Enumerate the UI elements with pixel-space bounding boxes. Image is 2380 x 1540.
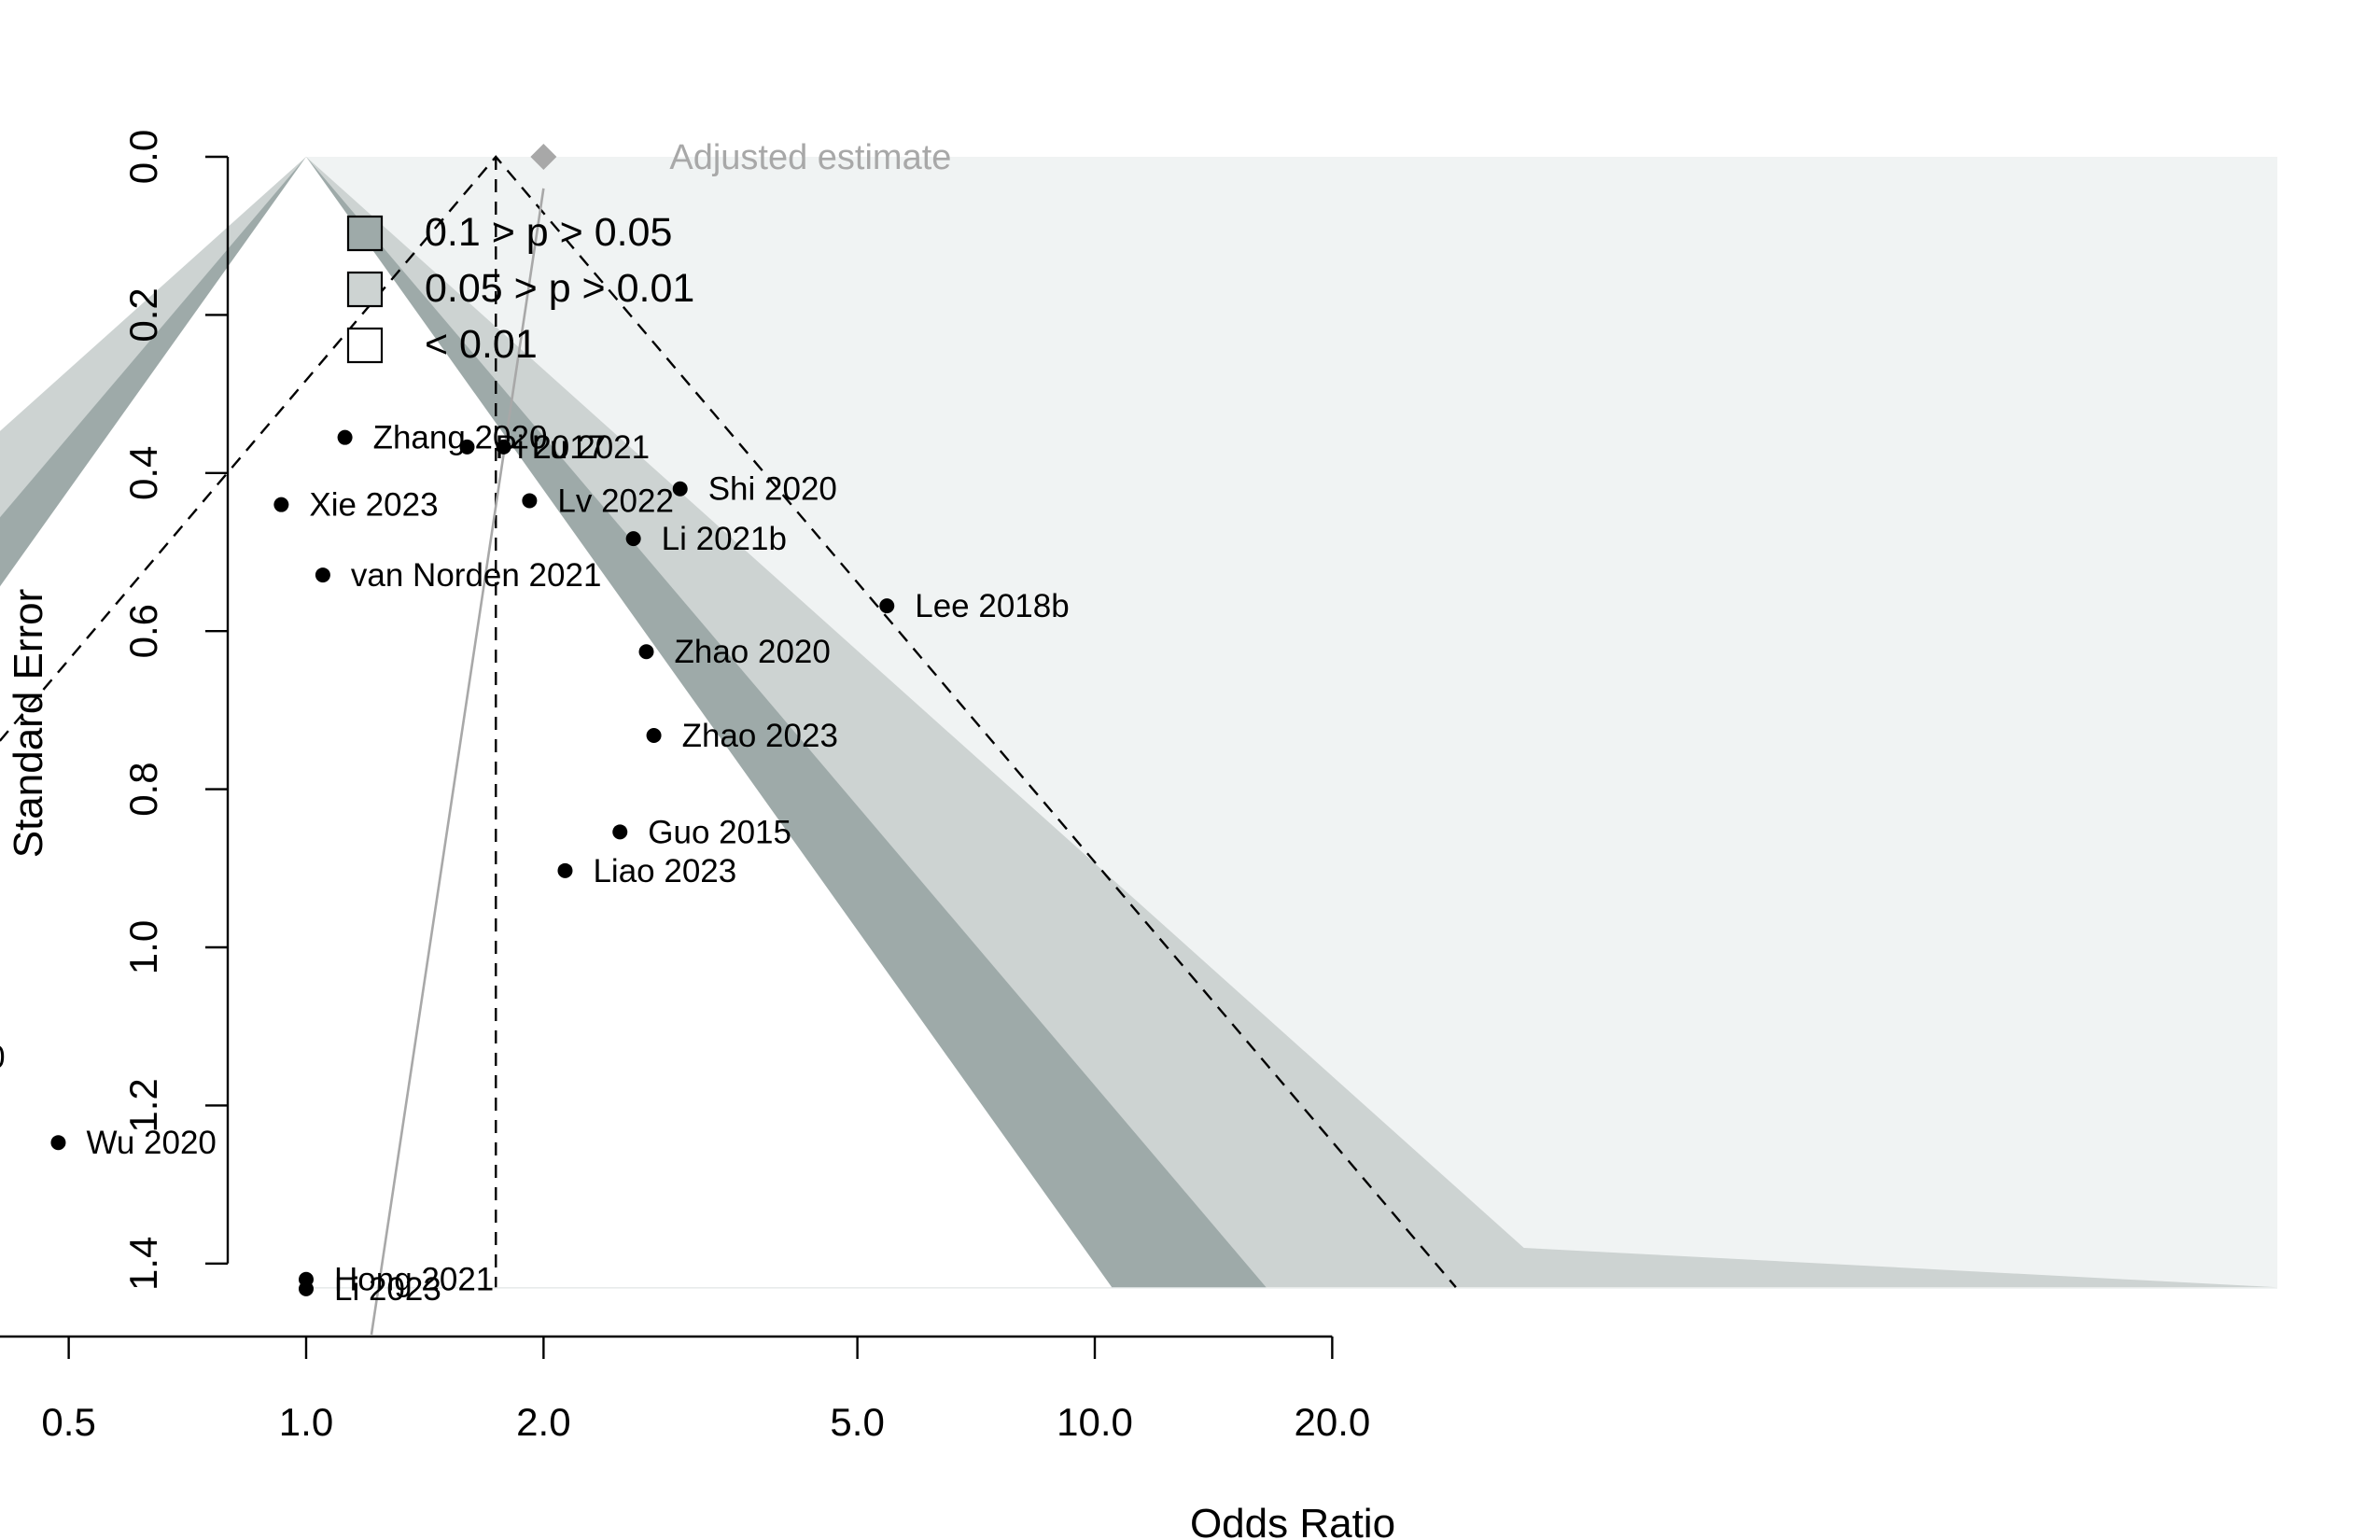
x-tick-label: 10.0 (1057, 1400, 1133, 1444)
adjusted-estimate-diamond (530, 144, 557, 170)
study-point (522, 493, 538, 509)
study-label: Lee 2018b (915, 588, 1069, 624)
study-point (638, 644, 654, 660)
x-tick-label: 1.0 (279, 1400, 333, 1444)
study-label: Zhao 2023 (682, 718, 838, 754)
x-tick-label: 2.0 (516, 1400, 570, 1444)
y-tick-label: 0.6 (121, 604, 165, 658)
contour-regions (0, 157, 2277, 1289)
study-point (337, 429, 353, 445)
study-point (557, 862, 573, 878)
study-point (273, 497, 289, 512)
study-label: Wu 2020 (86, 1125, 216, 1161)
study-label: Shi 2020 (708, 471, 837, 508)
pseudo-ci-lines (0, 155, 1457, 1288)
adjusted-regression-line (370, 188, 545, 1336)
x-tick-label: 5.0 (830, 1400, 884, 1444)
legend: 0.1 > p > 0.05 0.05 > p > 0.01 < 0.01 (346, 210, 694, 367)
study-label: van Norden 2021 (351, 557, 602, 594)
legend-swatch (346, 271, 384, 308)
legend-swatch (346, 327, 384, 364)
study-label: Lv 2022 (557, 483, 674, 519)
study-point (672, 481, 688, 497)
study-label: Guo 2015 (648, 814, 791, 850)
legend-label: < 0.01 (425, 322, 538, 367)
legend-label: 0.1 > p > 0.05 (425, 210, 672, 255)
study-point (496, 439, 511, 455)
x-tick-label: 0.5 (41, 1400, 95, 1444)
study-label: Liao 2023 (593, 853, 736, 889)
legend-swatch (346, 215, 384, 252)
study-label: Lu 2021 (532, 429, 651, 466)
y-tick-label: 0.4 (121, 446, 165, 500)
reference-lines (0, 155, 1457, 1336)
y-tick-label: 0.8 (121, 762, 165, 816)
study-point (612, 824, 628, 840)
study-point (315, 567, 330, 583)
study-label: Zhang 2020 (373, 420, 548, 456)
y-tick-label: 1.4 (121, 1237, 165, 1291)
study-point (299, 1281, 314, 1296)
y-tick-label: 1.2 (121, 1078, 165, 1132)
y-axis-title: Standard Error (6, 589, 51, 859)
adjusted-estimate-label: Adjusted estimate (669, 138, 951, 177)
study-point (646, 728, 662, 744)
study-label: Chen 2020 (0, 1040, 6, 1076)
adjusted-estimate: Adjusted estimate (530, 138, 951, 177)
study-point (459, 439, 475, 455)
y-tick-label: 1.0 (121, 920, 165, 974)
x-tick-label: 20.0 (1294, 1400, 1370, 1444)
region-p-above-0.1 (0, 157, 1113, 1288)
y-tick-label: 0.0 (121, 130, 165, 184)
legend-label: 0.05 > p > 0.01 (425, 266, 694, 311)
study-label: Li 2023 (334, 1271, 441, 1308)
study-label: Hong 2021 (334, 1262, 494, 1298)
y-tick-label: 0.2 (121, 287, 165, 342)
study-label: Xie 2023 (309, 487, 438, 524)
study-point (50, 1135, 66, 1151)
axes: 0.10.20.51.02.05.010.020.00.00.20.40.60.… (0, 130, 1370, 1444)
study-point (625, 531, 641, 547)
study-label: Pi 2017 (495, 429, 606, 466)
study-label: Zhao 2020 (675, 634, 831, 670)
study-point (879, 598, 895, 614)
x-axis-title: Odds Ratio (1190, 1501, 1395, 1540)
study-label: Li 2021b (662, 521, 787, 557)
